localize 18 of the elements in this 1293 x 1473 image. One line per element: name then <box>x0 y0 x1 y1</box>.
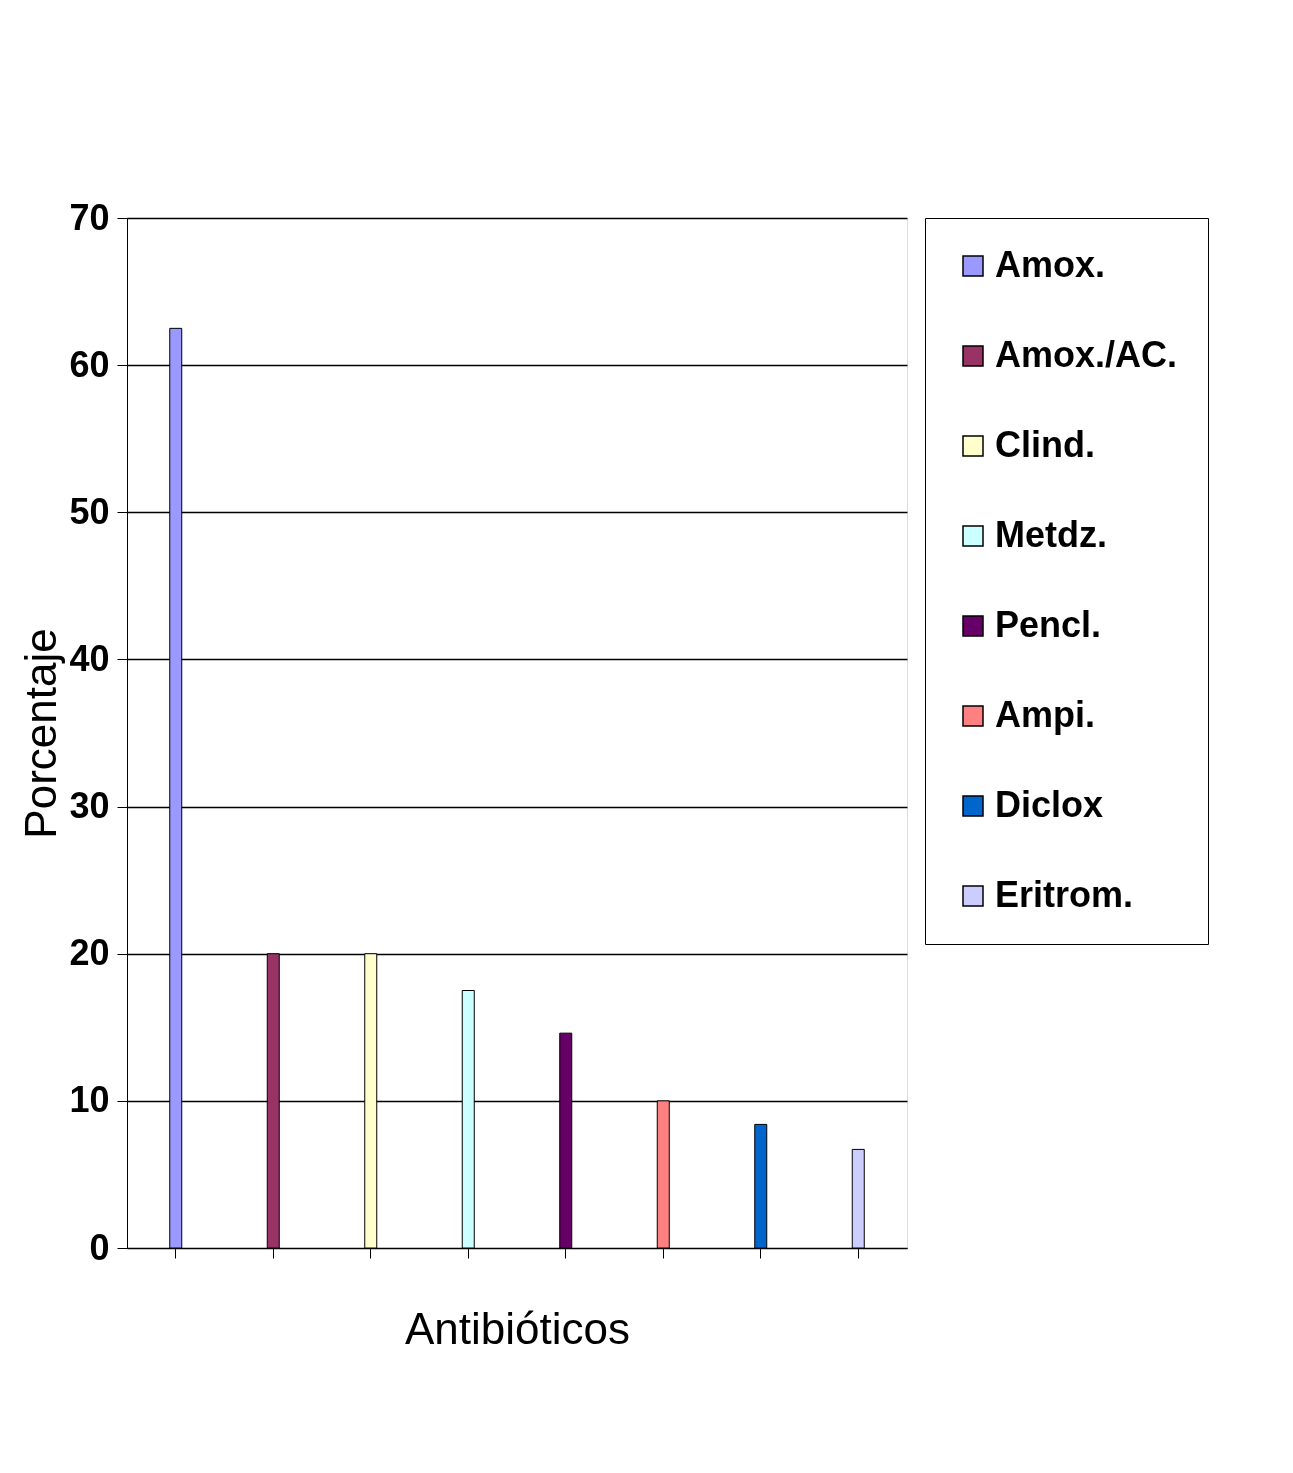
legend-label: Diclox <box>995 784 1104 825</box>
y-tick-label: 70 <box>69 196 110 238</box>
legend-label: Clind. <box>995 424 1095 465</box>
legend-label: Pencl. <box>995 604 1102 645</box>
y-tick-label: 20 <box>69 932 110 974</box>
y-tick-label: 60 <box>69 343 110 385</box>
legend-label: Amox./AC. <box>995 334 1178 375</box>
y-tick-label: 50 <box>69 490 110 532</box>
y-tick-label: 40 <box>69 637 110 679</box>
legend-label: Amox. <box>995 244 1106 285</box>
legend-label: Ampi. <box>995 694 1096 735</box>
y-axis-title: Porcentaje <box>16 628 66 839</box>
y-tick-label: 30 <box>69 785 110 827</box>
x-axis-title: Antibióticos <box>404 1304 631 1353</box>
legend-label: Metdz. <box>995 514 1107 555</box>
legend-label: Eritrom. <box>995 874 1134 915</box>
y-tick-label: 10 <box>69 1079 110 1121</box>
y-tick-label: 0 <box>89 1226 110 1268</box>
